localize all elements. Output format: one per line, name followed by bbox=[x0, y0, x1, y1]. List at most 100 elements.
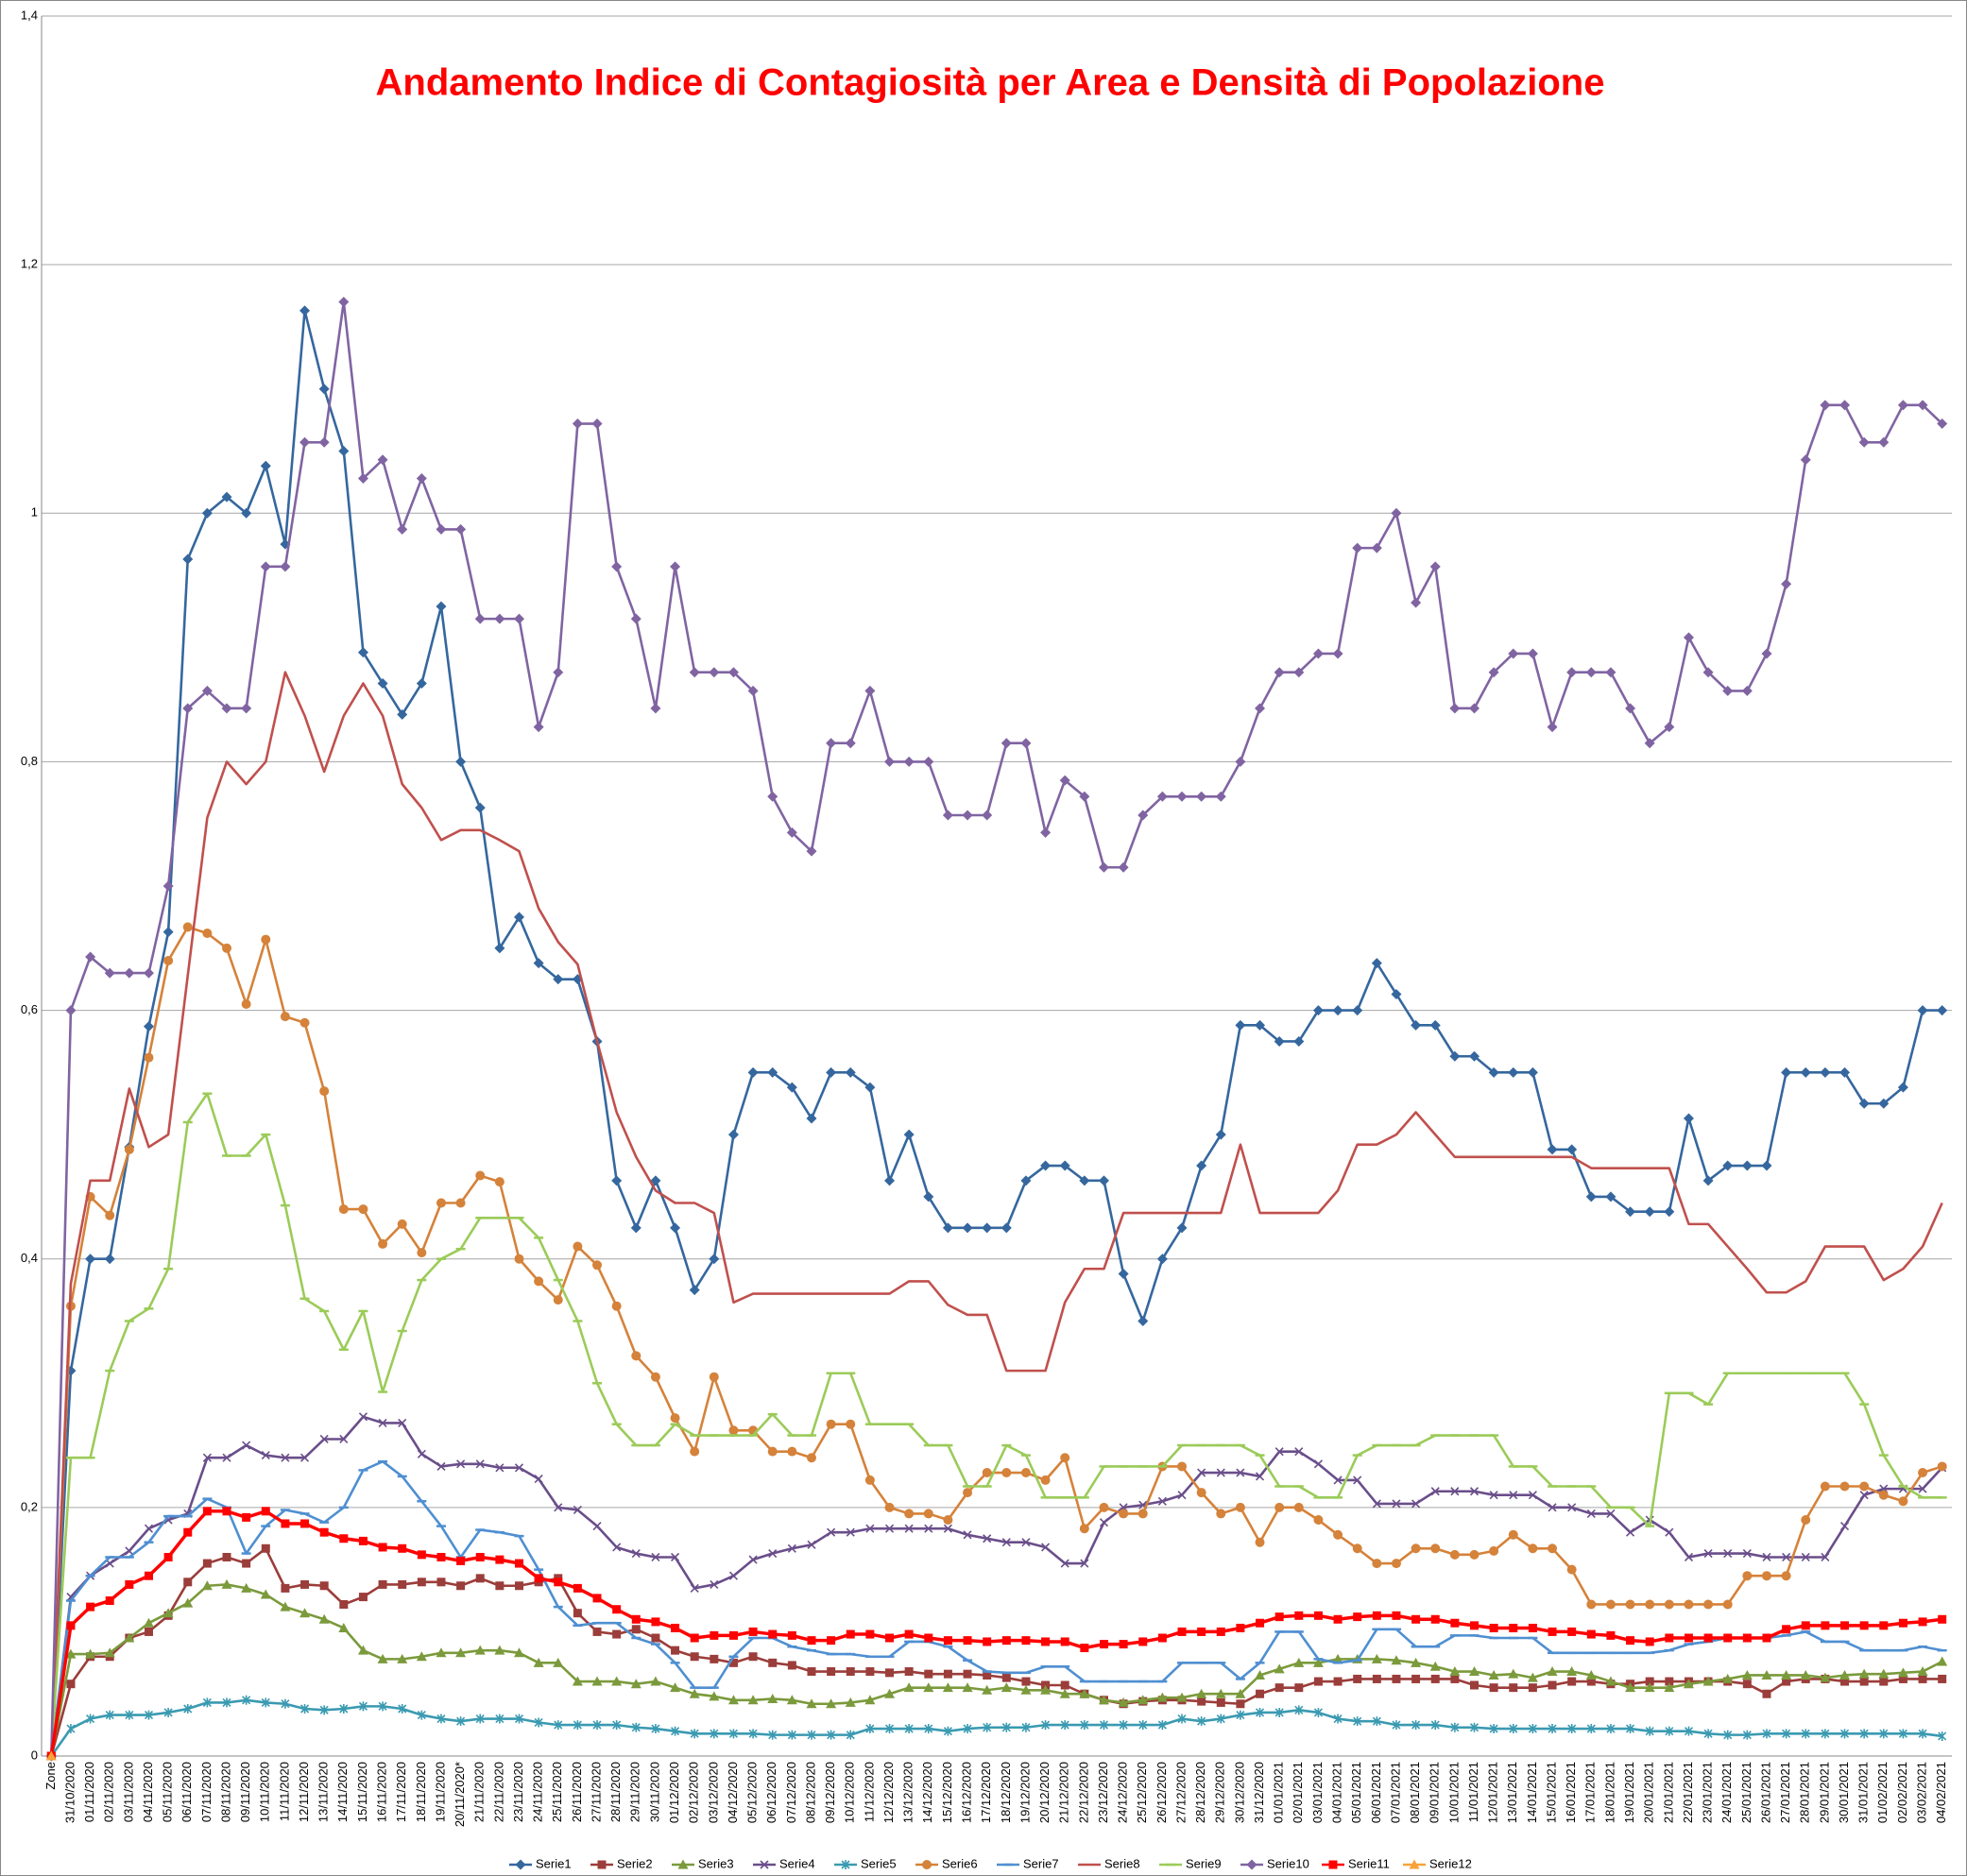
marker bbox=[748, 1729, 758, 1739]
marker bbox=[1119, 1509, 1129, 1519]
marker bbox=[1489, 1545, 1499, 1556]
x-tick-label: 04/01/2021 bbox=[1330, 1762, 1344, 1823]
marker bbox=[651, 1552, 660, 1562]
marker bbox=[1450, 1487, 1460, 1496]
marker bbox=[417, 1578, 426, 1587]
x-tick-label: 03/12/2020 bbox=[706, 1762, 720, 1823]
marker bbox=[710, 1654, 719, 1663]
marker bbox=[514, 912, 524, 923]
y-tick-label: 0,8 bbox=[21, 754, 38, 768]
x-tick-label: 30/11/2020 bbox=[647, 1762, 661, 1822]
marker bbox=[86, 1714, 95, 1724]
marker bbox=[1098, 861, 1109, 873]
marker bbox=[942, 1682, 953, 1693]
x-tick-label: 08/01/2021 bbox=[1408, 1762, 1422, 1823]
marker bbox=[475, 1459, 485, 1469]
x-tick-label: 23/01/2021 bbox=[1701, 1762, 1715, 1823]
marker bbox=[144, 1052, 154, 1063]
marker bbox=[728, 1658, 738, 1667]
marker bbox=[436, 1198, 446, 1208]
marker bbox=[1449, 1549, 1460, 1560]
marker bbox=[455, 1198, 466, 1208]
marker bbox=[1020, 738, 1032, 749]
marker bbox=[515, 1559, 523, 1568]
marker bbox=[85, 1648, 96, 1659]
x-tick-label: 26/11/2020 bbox=[570, 1762, 584, 1822]
marker bbox=[1333, 1677, 1343, 1686]
marker bbox=[1703, 1633, 1713, 1643]
marker bbox=[436, 1578, 446, 1587]
marker bbox=[1333, 1475, 1343, 1485]
marker bbox=[1353, 1674, 1362, 1683]
marker bbox=[670, 1682, 681, 1693]
marker bbox=[1216, 1509, 1226, 1519]
marker bbox=[943, 1515, 953, 1526]
marker bbox=[1177, 1714, 1187, 1724]
marker bbox=[417, 1710, 426, 1720]
marker bbox=[319, 1086, 330, 1097]
marker bbox=[1761, 1571, 1771, 1581]
marker bbox=[1566, 1666, 1578, 1677]
marker bbox=[1761, 1669, 1772, 1680]
marker bbox=[1157, 1633, 1167, 1643]
marker bbox=[554, 1720, 563, 1731]
marker bbox=[1392, 1720, 1401, 1731]
marker bbox=[222, 1697, 231, 1708]
marker bbox=[357, 647, 368, 658]
marker bbox=[553, 1657, 564, 1667]
marker bbox=[1625, 1206, 1636, 1218]
marker bbox=[1372, 1499, 1381, 1509]
marker bbox=[377, 1653, 388, 1663]
marker bbox=[1625, 1527, 1635, 1537]
marker bbox=[534, 1717, 543, 1728]
series-line bbox=[50, 671, 1943, 1757]
marker bbox=[1937, 1461, 1947, 1472]
marker bbox=[846, 1730, 855, 1740]
marker bbox=[1801, 1515, 1811, 1526]
marker bbox=[1821, 1729, 1830, 1739]
marker bbox=[1918, 1617, 1927, 1627]
marker bbox=[846, 1527, 855, 1537]
marker bbox=[1001, 1538, 1011, 1547]
marker bbox=[826, 1066, 837, 1078]
marker bbox=[1060, 1559, 1069, 1568]
marker bbox=[573, 1583, 582, 1593]
x-tick-label: 09/01/2021 bbox=[1428, 1762, 1442, 1823]
marker bbox=[1392, 1674, 1401, 1683]
marker bbox=[1683, 632, 1694, 643]
marker bbox=[727, 667, 739, 678]
x-tick-label: 09/12/2020 bbox=[823, 1762, 837, 1823]
marker bbox=[1548, 1680, 1557, 1690]
marker bbox=[787, 1630, 796, 1640]
marker bbox=[1606, 1724, 1616, 1734]
marker bbox=[650, 1372, 660, 1382]
marker bbox=[903, 756, 915, 767]
marker bbox=[475, 1170, 486, 1181]
marker bbox=[904, 1629, 914, 1639]
x-tick-label: 07/12/2020 bbox=[784, 1762, 798, 1823]
marker bbox=[1138, 1637, 1148, 1646]
marker bbox=[1079, 1175, 1090, 1186]
marker bbox=[1274, 1683, 1284, 1693]
marker bbox=[591, 418, 603, 430]
x-tick-label: 01/12/2020 bbox=[667, 1762, 681, 1823]
marker bbox=[221, 703, 232, 714]
marker bbox=[1215, 1129, 1226, 1140]
marker bbox=[1723, 1633, 1733, 1643]
marker bbox=[962, 810, 973, 821]
marker bbox=[280, 1012, 290, 1022]
marker bbox=[923, 1682, 934, 1693]
marker bbox=[1741, 685, 1753, 696]
marker bbox=[1897, 1082, 1908, 1093]
marker bbox=[767, 1693, 778, 1703]
marker bbox=[612, 1605, 622, 1614]
marker bbox=[670, 1726, 680, 1736]
marker bbox=[1099, 1518, 1109, 1527]
marker bbox=[612, 1720, 622, 1731]
marker bbox=[1332, 1005, 1343, 1016]
x-tick-label: 22/01/2021 bbox=[1681, 1762, 1695, 1823]
marker bbox=[358, 1204, 368, 1215]
marker bbox=[144, 1524, 154, 1533]
marker bbox=[1509, 1623, 1518, 1632]
marker bbox=[1645, 1637, 1654, 1646]
